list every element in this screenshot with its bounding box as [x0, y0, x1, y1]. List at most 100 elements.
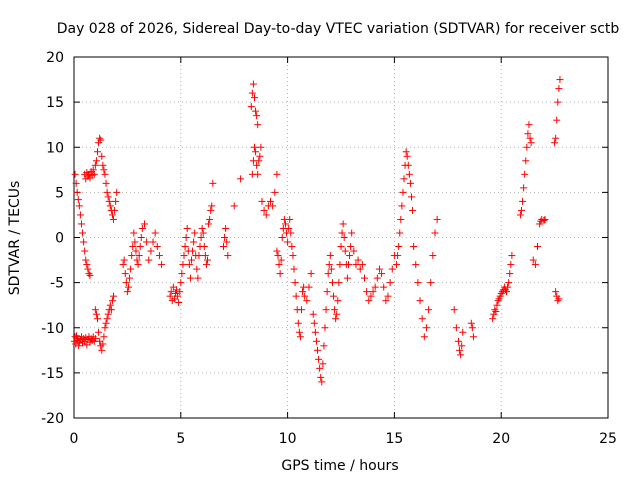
- data-point: [111, 206, 119, 214]
- data-point: [414, 279, 422, 287]
- data-point: [297, 306, 305, 314]
- data-point: [99, 340, 107, 348]
- data-point: [257, 143, 265, 151]
- data-point: [397, 215, 405, 223]
- data-point: [205, 220, 213, 228]
- data-point: [123, 288, 131, 296]
- data-point: [365, 297, 373, 305]
- data-point: [358, 261, 366, 269]
- data-point: [127, 265, 135, 273]
- data-point: [83, 261, 91, 269]
- x-tick-label: 0: [70, 431, 79, 447]
- data-point: [553, 116, 561, 124]
- data-point: [273, 247, 281, 255]
- data-point: [395, 243, 403, 251]
- data-point: [332, 315, 340, 323]
- data-point: [155, 252, 163, 260]
- data-point: [98, 346, 106, 354]
- data-point: [175, 298, 183, 306]
- data-point: [220, 243, 228, 251]
- y-tick-label: -5: [50, 276, 64, 292]
- data-point: [93, 315, 101, 323]
- data-point: [258, 197, 266, 205]
- data-point: [299, 288, 307, 296]
- data-point: [149, 238, 157, 246]
- data-point: [289, 252, 297, 260]
- data-point: [281, 220, 289, 228]
- data-point: [85, 270, 93, 278]
- data-point: [179, 261, 187, 269]
- data-point: [101, 170, 109, 178]
- data-point: [312, 337, 320, 345]
- data-point: [185, 261, 193, 269]
- data-point: [494, 297, 502, 305]
- data-point: [467, 319, 475, 327]
- data-point: [91, 335, 99, 343]
- data-point: [354, 256, 362, 264]
- data-point: [405, 170, 413, 178]
- data-point: [237, 175, 245, 183]
- y-tick-label: 20: [46, 50, 64, 66]
- data-point: [112, 197, 120, 205]
- data-point: [223, 238, 231, 246]
- data-point: [400, 175, 408, 183]
- x-tick-label: 10: [279, 431, 297, 447]
- data-point: [427, 279, 435, 287]
- data-point: [554, 98, 562, 106]
- data-point: [82, 256, 90, 264]
- x-tick-label: 5: [176, 431, 185, 447]
- data-point: [222, 224, 230, 232]
- data-point: [106, 301, 114, 309]
- data-point: [554, 297, 562, 305]
- data-point: [253, 161, 261, 169]
- data-point: [321, 324, 329, 332]
- data-point: [209, 179, 217, 187]
- data-point: [454, 337, 462, 345]
- data-point: [541, 215, 549, 223]
- data-point: [96, 134, 104, 142]
- data-point: [526, 134, 534, 142]
- x-tick-labels: 0 5 10 15 20 25: [70, 431, 617, 447]
- data-point: [126, 274, 134, 282]
- data-point: [363, 288, 371, 296]
- data-point: [273, 170, 281, 178]
- data-point: [330, 292, 338, 300]
- data-point: [327, 265, 335, 273]
- data-point: [230, 202, 238, 210]
- data-point: [320, 342, 328, 350]
- data-point: [102, 179, 110, 187]
- data-point: [403, 152, 411, 160]
- data-point: [75, 342, 83, 350]
- data-point: [131, 238, 139, 246]
- data-point: [140, 220, 148, 228]
- data-point: [410, 243, 418, 251]
- data-point: [303, 297, 311, 305]
- data-point: [90, 170, 98, 178]
- data-point: [71, 170, 79, 178]
- data-point: [197, 234, 205, 241]
- data-point: [347, 243, 355, 251]
- data-point: [74, 196, 82, 204]
- data-point: [523, 143, 531, 151]
- data-point: [267, 197, 275, 205]
- data-point: [425, 306, 433, 314]
- data-point: [136, 243, 144, 251]
- data-point: [346, 252, 354, 260]
- data-point: [252, 107, 260, 115]
- data-point: [124, 283, 132, 291]
- data-point: [369, 288, 377, 296]
- y-tick-label: -20: [41, 411, 64, 427]
- data-point: [301, 292, 309, 300]
- data-point: [72, 179, 80, 187]
- data-point: [555, 295, 563, 303]
- data-point: [337, 243, 345, 251]
- data-point: [252, 148, 260, 156]
- data-point: [134, 261, 142, 269]
- data-point: [99, 161, 107, 169]
- data-point: [396, 229, 404, 237]
- data-points: [70, 76, 564, 386]
- data-point: [103, 315, 111, 323]
- data-point: [292, 292, 300, 300]
- data-point: [393, 261, 401, 269]
- data-point: [106, 202, 114, 210]
